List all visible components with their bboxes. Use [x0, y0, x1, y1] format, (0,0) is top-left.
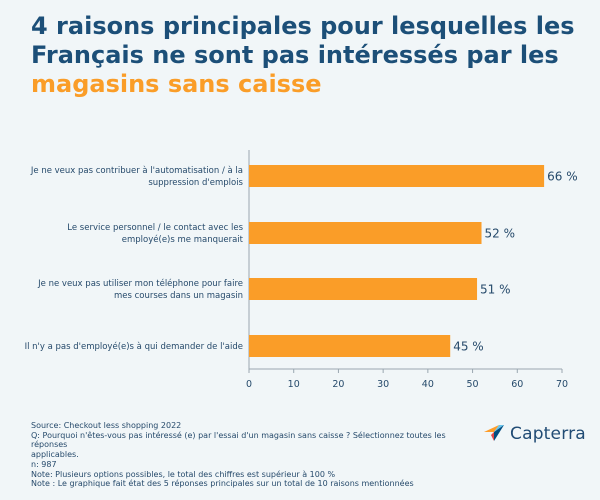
- x-tick-label: 50: [467, 379, 479, 390]
- category-label: Je ne veux pas contribuer à l'automatisa…: [30, 166, 244, 188]
- footer-source: Source: Checkout less shopping 2022: [31, 421, 182, 430]
- footer-question-line-1: Q: Pourquoi n'êtes-vous pas intéressé (e…: [31, 430, 446, 450]
- footer-sample-size: n: 987: [31, 459, 57, 469]
- bar-value-label: 52 %: [485, 227, 516, 241]
- x-tick-label: 40: [422, 379, 434, 390]
- chart-footer: Source: Checkout less shopping 2022 Q: P…: [31, 421, 461, 489]
- chart-title: 4 raisons principales pour lesquelles le…: [31, 12, 581, 99]
- category-label: Je ne veux pas utiliser mon téléphone po…: [37, 278, 243, 301]
- x-tick-label: 60: [511, 379, 523, 390]
- x-tick-label: 20: [332, 379, 344, 390]
- x-tick-label: 0: [246, 379, 252, 390]
- title-line-2: Français ne sont pas intéressés par les: [31, 41, 559, 69]
- bar: [249, 335, 451, 357]
- category-label: Le service personnel / le contact avec l…: [67, 223, 243, 245]
- title-highlight: magasins sans caisse: [31, 70, 322, 98]
- footer-note-2: Note : Le graphique fait état des 5 répo…: [31, 479, 414, 489]
- bar: [249, 165, 545, 187]
- bar-value-label: 66 %: [547, 170, 578, 184]
- footer-question: Q: Pourquoi n'êtes-vous pas intéressé (e…: [31, 431, 461, 460]
- capterra-logo: Capterra: [484, 424, 586, 444]
- title-line-1: 4 raisons principales pour lesquelles le…: [31, 12, 575, 40]
- category-label: Il n'y a pas d'employé(e)s à qui demande…: [25, 341, 243, 352]
- capterra-logo-text: Capterra: [510, 424, 586, 444]
- x-tick-label: 10: [288, 379, 300, 390]
- capterra-arrow-icon: [484, 425, 504, 441]
- bar-value-label: 51 %: [480, 283, 511, 297]
- bar: [249, 278, 478, 300]
- x-tick-label: 70: [556, 379, 568, 390]
- bar-value-label: 45 %: [453, 340, 484, 354]
- bar: [249, 222, 482, 244]
- x-tick-label: 30: [377, 379, 389, 390]
- footer-question-line-2: applicables.: [31, 450, 79, 460]
- footer-note-1: Note: Plusieurs options possibles, le to…: [31, 469, 336, 479]
